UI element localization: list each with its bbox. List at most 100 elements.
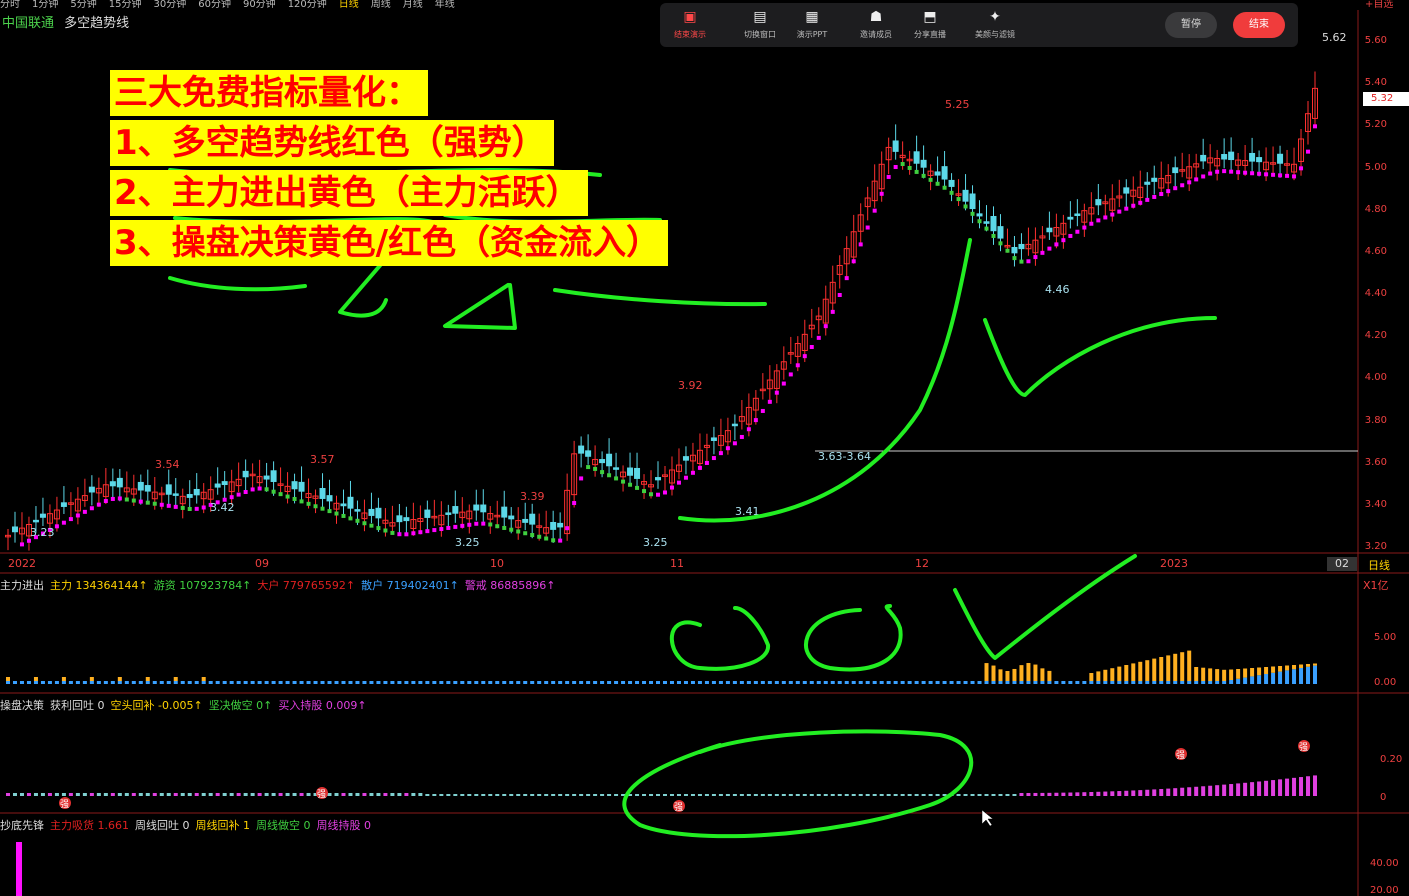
indicator-name[interactable]: 多空趋势线 [64, 16, 130, 31]
main-force-bar [1131, 663, 1136, 681]
period-1[interactable]: 1分钟 [32, 0, 59, 10]
end-button[interactable]: 结束 [1233, 12, 1285, 38]
main-force-bar [586, 681, 591, 684]
main-force-bar [1124, 665, 1129, 681]
main-force-bar [1019, 681, 1024, 684]
candle [123, 487, 130, 493]
candle [913, 151, 920, 164]
toolbar-share-button[interactable]: ⬒ 分享直播 [900, 9, 960, 40]
decision-bar [432, 794, 437, 796]
candle [53, 509, 60, 520]
decision-bar [928, 794, 933, 796]
candle [109, 481, 116, 487]
main-force-bar [1222, 669, 1227, 681]
decision-bar [159, 793, 164, 796]
candle [487, 513, 494, 520]
main-force-bar [614, 681, 619, 684]
trend-dot [40, 531, 45, 536]
panel-name[interactable]: 主力进出 [0, 579, 44, 592]
main-force-bar [236, 681, 241, 684]
trend-dot [1222, 169, 1227, 174]
trend-dot [970, 211, 975, 216]
candle [1158, 177, 1165, 189]
toolbar-ppt-button[interactable]: ▦ 演示PPT [782, 9, 842, 40]
main-force-bar [6, 677, 10, 681]
candle [627, 467, 634, 476]
toolbar-label: 美颜与滤镜 [975, 30, 1015, 39]
decision-bar [1313, 775, 1317, 796]
trend-dot [1271, 172, 1276, 177]
candle [347, 496, 354, 509]
main-force-bar [669, 681, 674, 684]
period-11[interactable]: 年线 [434, 0, 455, 10]
panel-value: 周线回补 1 [195, 819, 251, 832]
trend-dot [313, 504, 318, 509]
trend-dot [26, 538, 31, 543]
panel-name[interactable]: 抄底先锋 [0, 819, 44, 832]
trend-dot [649, 492, 654, 497]
candle [675, 464, 682, 472]
main-force-bar [117, 677, 122, 681]
trend-dot [530, 532, 535, 537]
panel-value: 大户 779765592↑ [257, 579, 356, 592]
candle [599, 459, 606, 464]
add-favorite-button[interactable]: +自选 [1365, 0, 1394, 10]
period-10[interactable]: 月线 [402, 0, 423, 10]
decision-bar [481, 794, 486, 796]
candle [620, 471, 627, 478]
decision-bar [166, 793, 171, 796]
decision-bar [40, 793, 45, 796]
candle [738, 416, 745, 422]
decision-bar [558, 794, 563, 796]
toolbar-window-button[interactable]: ▤ 切换窗口 [730, 9, 790, 40]
candle [815, 315, 822, 321]
trend-dot [725, 446, 730, 451]
decision-bar [222, 793, 227, 796]
main-force-bar [753, 681, 758, 684]
period-4[interactable]: 30分钟 [153, 0, 187, 10]
period-8[interactable]: 日线 [338, 0, 359, 10]
period-5[interactable]: 60分钟 [198, 0, 231, 10]
toolbar-screen-button[interactable]: ▣ 结束演示 [660, 9, 720, 40]
toolbar-user-button[interactable]: ☗ 邀请成员 [846, 9, 906, 40]
trend-dot [432, 528, 437, 533]
trend-dot [1005, 248, 1010, 253]
main-force-bar [404, 681, 409, 684]
decision-bar [285, 793, 290, 796]
panel-value: 主力吸货 1.661 [50, 819, 129, 832]
candle [1277, 153, 1284, 164]
candle [997, 226, 1004, 239]
period-0[interactable]: 分时 [0, 0, 20, 10]
decision-bar [355, 793, 360, 796]
candle [829, 281, 836, 304]
period-7[interactable]: 120分钟 [287, 0, 327, 10]
candle [885, 146, 892, 161]
trend-dot [676, 480, 681, 485]
decision-bar [257, 793, 262, 796]
period-6[interactable]: 90分钟 [242, 0, 276, 10]
period-9[interactable]: 周线 [370, 0, 391, 10]
main-force-bar [1278, 671, 1283, 684]
candle [522, 518, 529, 523]
period-label[interactable]: 日线 [1368, 559, 1390, 572]
decision-bar [110, 793, 115, 796]
decision-bar [1103, 791, 1108, 796]
decision-bar [1250, 782, 1255, 796]
trend-dot [1313, 124, 1317, 129]
toolbar-sparkle-button[interactable]: ✦ 美颜与滤镜 [965, 9, 1025, 40]
decision-bar [82, 793, 87, 796]
period-3[interactable]: 15分钟 [108, 0, 142, 10]
pause-button[interactable]: 暂停 [1165, 12, 1217, 38]
period-2[interactable]: 5分钟 [70, 0, 97, 10]
main-force-bar [1033, 664, 1038, 681]
main-force-bar [292, 681, 297, 684]
stock-name[interactable]: 中国联通 [2, 16, 55, 31]
decision-bar [642, 794, 647, 796]
decision-bar [47, 793, 52, 796]
trend-dot [1054, 242, 1059, 247]
date-tick: 09 [255, 557, 269, 570]
trend-dot [907, 165, 912, 170]
panel-name[interactable]: 操盘决策 [0, 699, 44, 712]
main-force-bar [530, 681, 535, 684]
main-force-bar [432, 681, 437, 684]
